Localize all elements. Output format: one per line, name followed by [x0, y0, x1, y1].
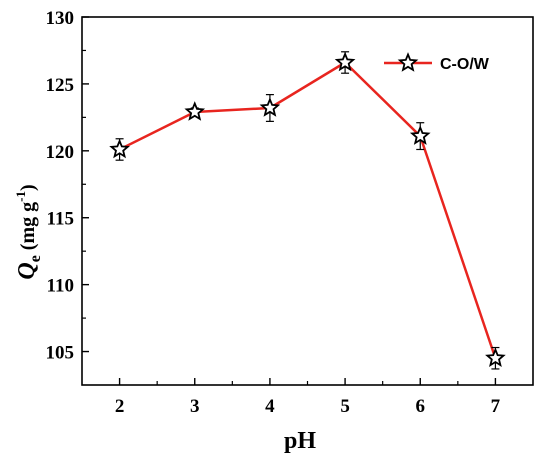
y-tick-label: 105 [46, 343, 75, 364]
x-tick-label: 3 [190, 396, 200, 417]
data-point-star [109, 138, 130, 159]
y-axis-title-q: Q [14, 262, 40, 279]
legend-marker-star [397, 52, 419, 72]
x-tick-label: 5 [340, 396, 350, 417]
y-axis-title-superscript: -1 [13, 191, 28, 202]
x-tick-label: 6 [416, 396, 426, 417]
y-axis-title: Qe (mg g-1) [13, 184, 44, 279]
legend-star-icon [397, 52, 419, 72]
data-point-star [184, 101, 206, 121]
data-point-star [485, 347, 506, 368]
series-layer [109, 51, 506, 370]
series-line [119, 61, 497, 359]
data-point-star [259, 97, 281, 117]
legend-label: C-O/W [440, 56, 490, 73]
y-tick-label: 110 [47, 276, 74, 297]
y-tick-label: 125 [46, 75, 75, 96]
x-tick-label: 2 [115, 396, 125, 417]
axes: 2 3 4 5 6 7 105 110 115 120 125 130 [46, 8, 534, 417]
y-tick-label: 120 [46, 142, 75, 163]
y-tick-label: 115 [47, 209, 74, 230]
data-point-star [334, 51, 356, 72]
x-tick-label: 7 [491, 396, 501, 417]
legend: C-O/W [378, 45, 528, 81]
x-tick-label: 4 [265, 396, 275, 417]
y-axis-title-close: ) [17, 184, 39, 191]
x-axis-title: pH [284, 428, 316, 454]
y-axis-title-units: (mg g [17, 202, 39, 255]
y-tick-label: 130 [46, 8, 75, 29]
y-axis-title-subscript: e [27, 255, 44, 262]
data-point-star [409, 125, 431, 145]
